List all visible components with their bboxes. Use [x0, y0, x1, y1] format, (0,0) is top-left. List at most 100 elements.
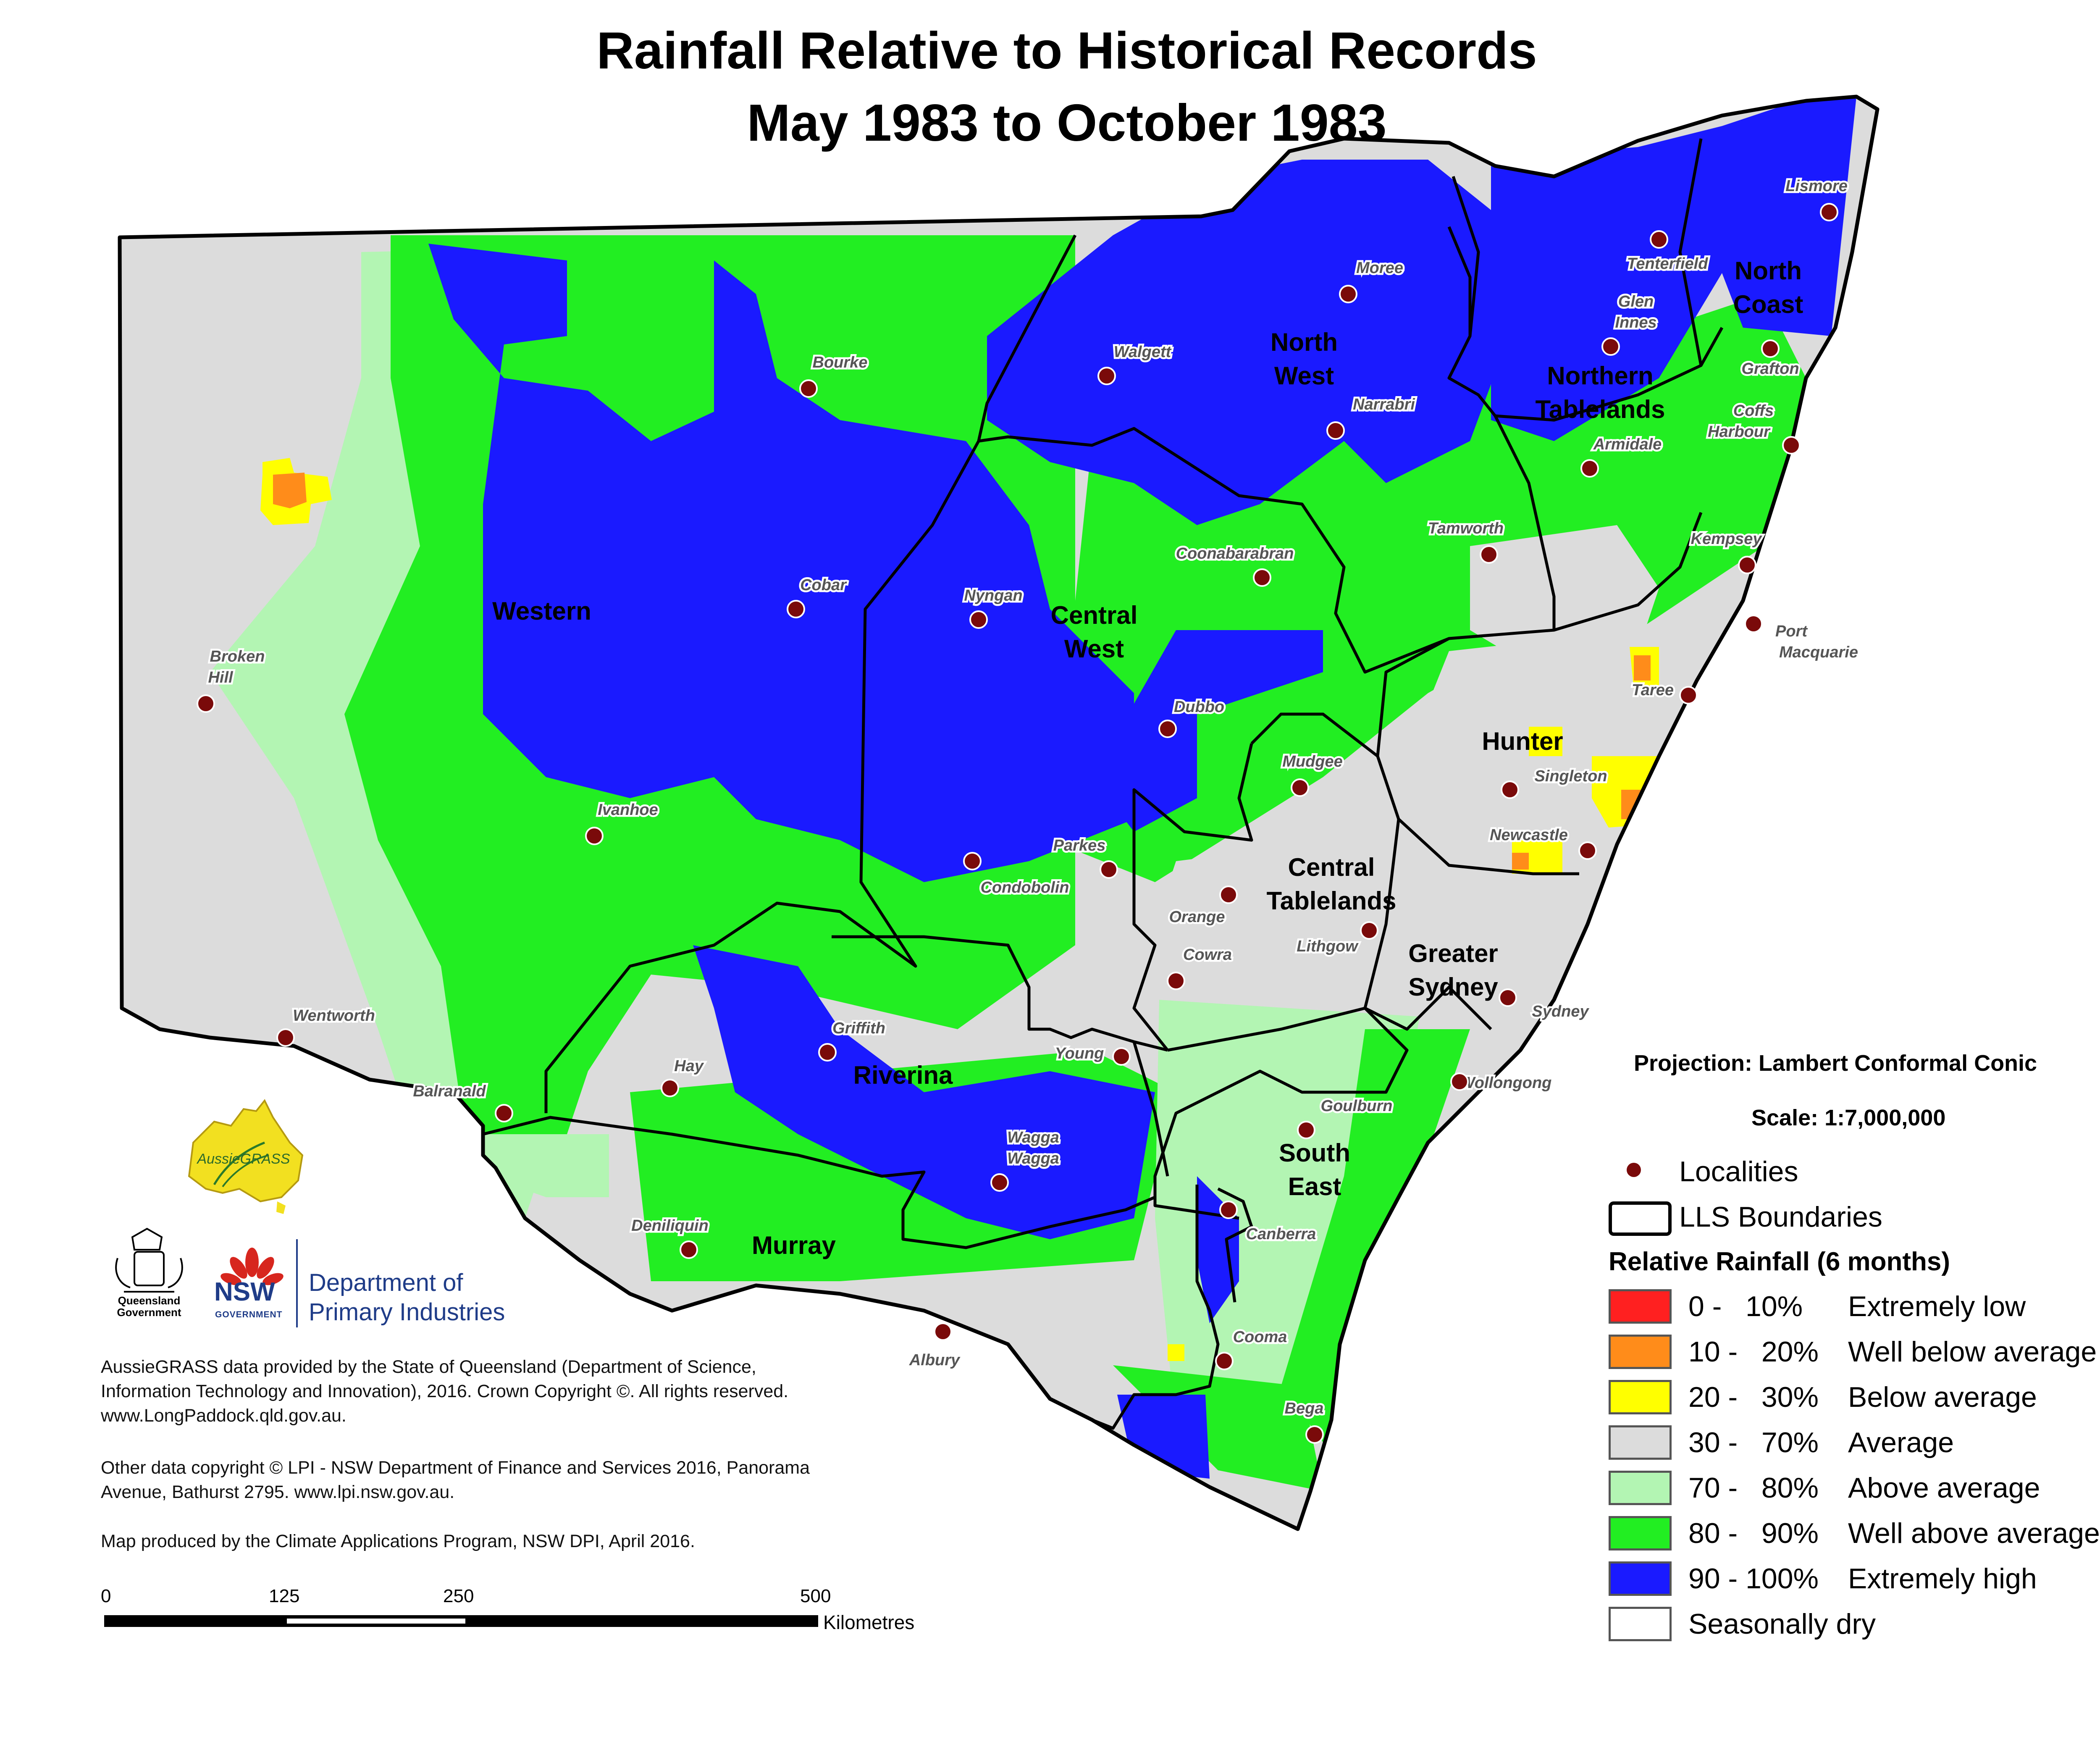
region-north-coast-2: Coast	[1733, 290, 1803, 318]
label-deniliquin: Deniliquin	[631, 1217, 709, 1235]
label-young: Young	[1055, 1045, 1104, 1062]
nsw-government-text: GOVERNMENT	[215, 1310, 283, 1319]
dot-deniliquin	[680, 1240, 698, 1259]
label-sydney: Sydney	[1532, 1003, 1589, 1020]
scale-bar	[104, 1615, 818, 1627]
waratah-icon	[220, 1248, 284, 1285]
label-coffs-2: Harbour	[1708, 423, 1771, 441]
region-north-west-1: North	[1270, 328, 1338, 356]
label-broken-hill-2: Hill	[208, 669, 234, 686]
dot-albury	[934, 1322, 952, 1341]
dot-orange	[1219, 886, 1238, 904]
legend-swatch	[1609, 1471, 1672, 1505]
legend-range: 20 - 30%	[1688, 1381, 1819, 1413]
region-greater-sydney-2: Sydney	[1408, 973, 1498, 1001]
label-parkes: Parkes	[1053, 837, 1106, 854]
nsw-text: NSW	[214, 1277, 275, 1306]
label-walgett: Walgett	[1114, 343, 1172, 361]
region-labels: Western North West Northern Tablelands N…	[492, 257, 1803, 1259]
label-goulburn: Goulburn	[1321, 1097, 1393, 1115]
label-bourke: Bourke	[813, 354, 868, 371]
label-newcastle: Newcastle	[1490, 826, 1568, 844]
dot-cobar	[787, 600, 805, 618]
dot-lismore	[1820, 203, 1838, 221]
dot-broken-hill	[197, 694, 215, 713]
legend-swatch	[1609, 1425, 1672, 1460]
scale-tick-0: 0	[101, 1586, 111, 1606]
dot-canberra	[1219, 1201, 1238, 1219]
dot-tenterfield	[1650, 230, 1668, 249]
label-glen-innes-2: Innes	[1615, 314, 1656, 331]
credit-lpi: Other data copyright © LPI - NSW Departm…	[101, 1458, 810, 1502]
dot-walgett	[1097, 367, 1116, 385]
locality-legend-icon	[1627, 1163, 1641, 1177]
dot-tamworth	[1480, 545, 1498, 564]
legend-heading: Relative Rainfall (6 months)	[1609, 1247, 1950, 1276]
dot-sydney	[1499, 988, 1517, 1007]
aussiegrass-logo: AussieGRASS	[188, 1099, 304, 1214]
region-northern-tablelands-1: Northern	[1547, 362, 1653, 390]
dot-newcastle	[1578, 841, 1597, 860]
map-title-line2: May 1983 to October 1983	[747, 94, 1387, 152]
label-broken-hill-1: Broken	[210, 648, 265, 665]
region-south-east-2: East	[1288, 1172, 1341, 1201]
locality-dots	[197, 203, 1838, 1444]
legend-swatch	[1609, 1380, 1672, 1414]
label-moree: Moree	[1356, 259, 1403, 277]
dot-armidale	[1580, 459, 1599, 478]
label-wagga-1: Wagga	[1007, 1129, 1059, 1146]
legend-item-seasonally-dry: Seasonally dry	[1609, 1605, 1876, 1643]
legend-lls-label: LLS Boundaries	[1679, 1201, 1882, 1233]
legend-desc: Above average	[1848, 1472, 2040, 1504]
queensland-coat-of-arms: Queensland Government	[115, 1227, 183, 1319]
scale-tick-125: 125	[269, 1586, 300, 1606]
dot-condobolin	[963, 852, 982, 870]
dot-wollongong	[1450, 1072, 1469, 1091]
region-central-tablelands-1: Central	[1288, 853, 1375, 881]
label-wollongong: Wollongong	[1460, 1074, 1552, 1092]
region-central-west-2: West	[1064, 635, 1124, 663]
label-mudgee: Mudgee	[1282, 753, 1343, 770]
label-taree: Taree	[1632, 681, 1674, 699]
label-tenterfield: Tenterfield	[1627, 255, 1709, 273]
label-singleton: Singleton	[1534, 767, 1607, 785]
map-title-line1: Rainfall Relative to Historical Records	[596, 22, 1537, 80]
qld-gov-line2: Government	[117, 1306, 181, 1319]
dot-bega	[1305, 1425, 1324, 1444]
legend-range: 10 - 20%	[1688, 1336, 1819, 1368]
projection-text: Projection: Lambert Conformal Conic	[1634, 1051, 2037, 1076]
dot-griffith	[818, 1043, 837, 1062]
dpi-line2: Primary Industries	[309, 1298, 505, 1326]
legend-item-average: 30 - 70% Average	[1609, 1424, 1954, 1461]
dot-taree	[1679, 686, 1698, 704]
region-south-east-1: South	[1279, 1139, 1350, 1167]
label-cobar: Cobar	[800, 576, 847, 594]
qld-gov-line1: Queensland	[118, 1294, 181, 1307]
dot-mudgee	[1291, 778, 1309, 797]
lls-legend-swatch	[1609, 1201, 1672, 1236]
label-coffs-1: Coffs	[1733, 402, 1774, 420]
label-wagga-2: Wagga	[1007, 1150, 1059, 1167]
legend-range: 90 - 100%	[1688, 1563, 1819, 1595]
dot-wagga-wagga	[990, 1173, 1009, 1192]
legend-desc: Extremely high	[1848, 1563, 2037, 1595]
dot-kempsey	[1738, 556, 1756, 574]
dot-nyngan	[969, 610, 988, 629]
aussiegrass-text: AussieGRASS	[196, 1151, 290, 1167]
label-lithgow: Lithgow	[1297, 938, 1359, 955]
dot-port-macquarie	[1744, 615, 1763, 633]
legend-item-extremely-low: 0 - 10% Extremely low	[1609, 1288, 2026, 1325]
logo-divider	[296, 1239, 298, 1327]
label-cowra: Cowra	[1183, 946, 1232, 964]
label-armidale: Armidale	[1593, 436, 1662, 453]
dot-singleton	[1501, 780, 1519, 799]
dot-grafton	[1761, 339, 1780, 358]
legend-swatch	[1609, 1335, 1672, 1369]
legend-range: 80 - 90%	[1688, 1517, 1819, 1549]
dpi-line1: Department of	[309, 1269, 463, 1296]
label-nyngan: Nyngan	[964, 587, 1022, 604]
legend-swatch	[1609, 1289, 1672, 1324]
dot-young	[1112, 1047, 1131, 1066]
